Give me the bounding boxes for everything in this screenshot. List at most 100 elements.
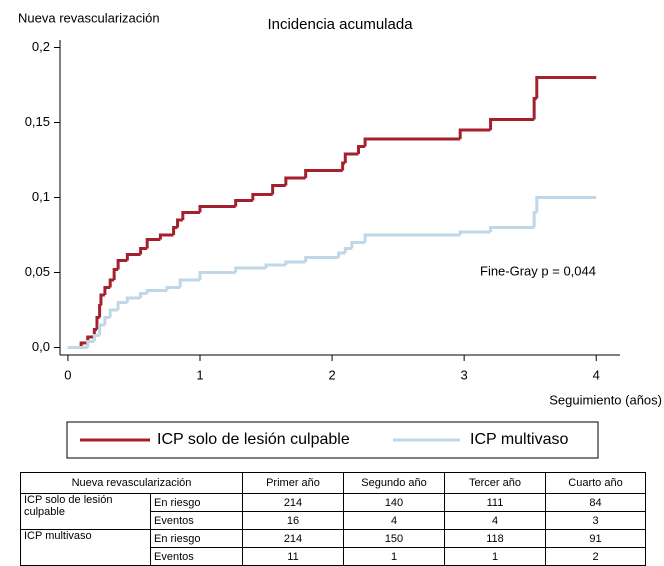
step-segment <box>363 137 461 147</box>
table-row: ICP multivaso En riesgo 214 150 118 91 <box>20 529 646 566</box>
step-segment <box>103 286 111 295</box>
step-segment <box>284 260 306 265</box>
step-segment <box>139 247 148 255</box>
table-cell: 111 <box>444 493 546 512</box>
table-cell: 1 <box>444 547 546 566</box>
step-segment <box>489 118 535 130</box>
step-segment <box>251 193 273 201</box>
step-segment <box>489 226 535 232</box>
group-label: ICP multivaso <box>20 529 151 566</box>
step-segment <box>145 289 167 294</box>
table-cell: 91 <box>545 529 646 548</box>
step-segment <box>98 323 105 336</box>
y-tick-label: 0,2 <box>32 39 50 54</box>
step-segment <box>341 161 346 171</box>
chart-title: Incidencia acumulada <box>267 16 413 33</box>
chart: Nueva revascularización Incidencia acumu… <box>18 10 662 459</box>
step-segment <box>98 304 102 318</box>
x-axis-label: Seguimiento (años) <box>549 392 662 407</box>
table-cell: 214 <box>242 529 344 548</box>
step-segment <box>125 253 141 261</box>
step-segment <box>198 205 236 213</box>
table-row: Eventos 11 1 1 2 <box>21 547 646 566</box>
step-segment <box>363 233 461 243</box>
y-tick-label: 0,0 <box>32 339 50 354</box>
table-cell: 16 <box>242 511 344 530</box>
legend-label: ICP solo de lesión culpable <box>157 431 350 448</box>
step-segment <box>532 211 537 228</box>
step-segment <box>165 286 181 291</box>
table-row: ICP solo de lesión culpable En riesgo 214 1… <box>20 493 646 530</box>
step-segment <box>112 268 119 280</box>
step-segment <box>458 230 491 235</box>
step-segment <box>116 301 128 310</box>
step-segment <box>264 263 286 268</box>
row-label: Eventos <box>150 547 243 566</box>
table-cell: 84 <box>545 493 646 512</box>
step-segment <box>304 256 339 262</box>
table-cell: 4 <box>343 511 445 530</box>
header-cell: Tercer año <box>444 472 546 494</box>
table-cell: 214 <box>242 493 344 512</box>
annotation: Fine-Gray p = 0,044 <box>480 263 596 278</box>
step-segment <box>108 278 115 288</box>
table-cell: 1 <box>343 547 445 566</box>
y-tick-label: 0,15 <box>25 114 50 129</box>
legend-label: ICP multivaso <box>470 431 569 448</box>
risk-table: Nueva revascularización Primer año Segundo… <box>20 472 646 566</box>
step-segment <box>535 76 597 99</box>
y-axis-label: Nueva revascularización <box>18 10 160 25</box>
step-segment <box>284 176 306 186</box>
group-label: ICP solo de lesión culpable <box>20 493 151 530</box>
y-tick-label: 0,05 <box>25 264 50 279</box>
x-tick-label: 4 <box>593 367 600 382</box>
step-segment <box>172 226 178 235</box>
step-segment <box>145 238 161 249</box>
table-cell: 2 <box>545 547 646 566</box>
x-tick-label: 2 <box>328 367 335 382</box>
step-segment <box>176 218 183 228</box>
step-segment <box>337 251 346 258</box>
step-segment <box>532 97 537 120</box>
step-segment <box>108 308 119 318</box>
table-cell: 3 <box>545 511 646 530</box>
x-tick-label: 3 <box>461 367 468 382</box>
header-cell: Primer año <box>242 472 344 494</box>
step-segment <box>304 169 343 178</box>
step-segment <box>103 316 111 325</box>
row-label: En riesgo <box>150 529 243 548</box>
step-segment <box>350 241 366 249</box>
step-segment <box>356 145 366 154</box>
table-cell: 150 <box>343 529 445 548</box>
table-row: Nueva revascularización Primer año Segundo… <box>20 472 646 494</box>
table-row: Eventos 16 4 4 3 <box>21 511 646 530</box>
step-segment <box>139 292 148 298</box>
header-cell: Segundo año <box>343 472 445 494</box>
x-tick-label: 1 <box>196 367 203 382</box>
step-segment <box>458 128 491 139</box>
legend-box <box>66 421 599 459</box>
header-cell: Nueva revascularización <box>20 472 243 494</box>
table-cell: 11 <box>242 547 344 566</box>
step-segment <box>99 293 105 306</box>
step-segment <box>271 184 286 195</box>
table-cell: 4 <box>444 511 546 530</box>
table-cell: 118 <box>444 529 546 548</box>
step-segment <box>343 247 352 253</box>
step-segment <box>125 296 141 303</box>
step-segment <box>86 340 95 348</box>
step-segment <box>234 199 253 207</box>
step-segment <box>198 271 236 280</box>
step-segment <box>158 233 174 240</box>
step-segment <box>234 266 267 273</box>
row-label: En riesgo <box>150 493 243 512</box>
step-segment <box>178 278 200 288</box>
table-cell: 140 <box>343 493 445 512</box>
step-segment <box>116 259 128 270</box>
x-tick-label: 0 <box>64 367 71 382</box>
step-segment <box>535 196 597 213</box>
step-segment <box>92 334 100 342</box>
step-segment <box>181 211 200 220</box>
step-segment <box>343 152 359 163</box>
